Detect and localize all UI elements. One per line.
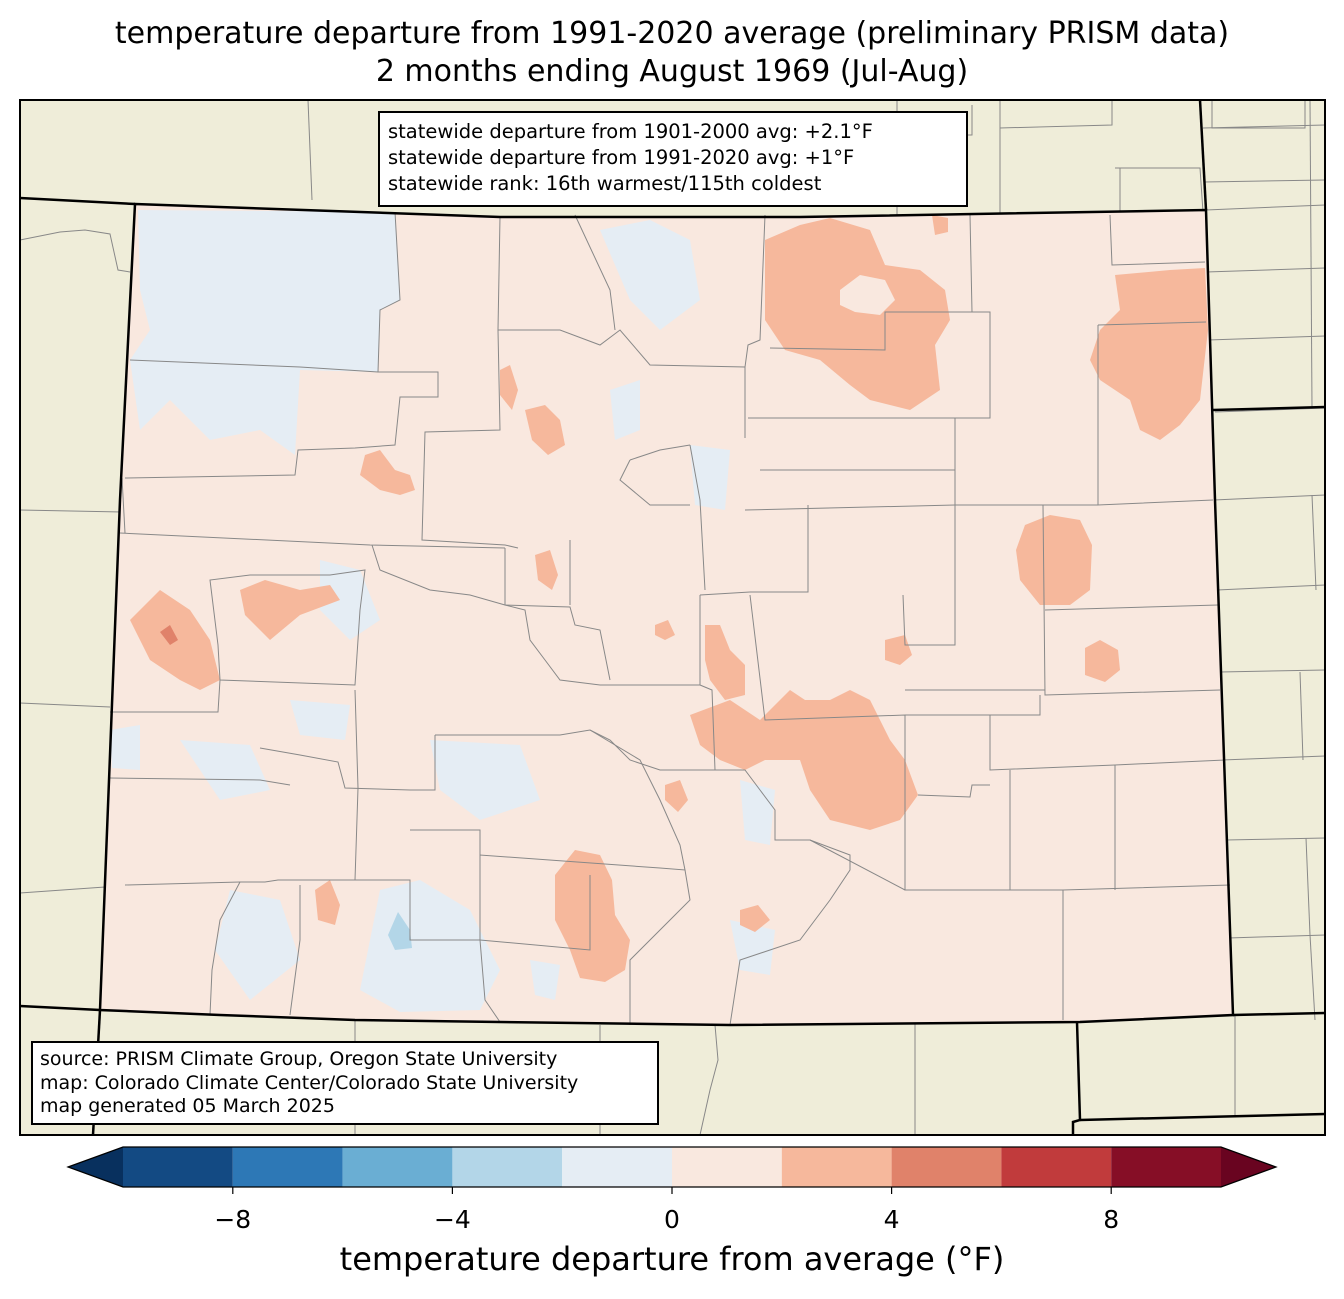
source-line: source: PRISM Climate Group, Oregon Stat… xyxy=(40,1048,558,1070)
map-credit-line: map: Colorado Climate Center/Colorado St… xyxy=(40,1071,579,1094)
colorbar-bin xyxy=(342,1147,453,1187)
stats-rank: statewide rank: 16th warmest/115th colde… xyxy=(388,172,822,195)
colorbar-bin xyxy=(891,1147,1002,1187)
chart-title-line2: 2 months ending August 1969 (Jul-Aug) xyxy=(375,54,969,89)
colorbar-bin xyxy=(232,1147,343,1187)
colorado-county-lines xyxy=(109,211,1231,1026)
generated-date-line: map generated 05 March 2025 xyxy=(40,1095,335,1117)
colorbar-label: temperature departure from average (°F) xyxy=(339,1240,1005,1278)
colorbar-bin xyxy=(452,1147,563,1187)
colorbar-extend-high xyxy=(1221,1147,1276,1187)
colorbar-outline xyxy=(66,1146,1278,1188)
colorbar-tick-label: 8 xyxy=(1103,1205,1120,1234)
colorbar-tick-label: −8 xyxy=(214,1205,252,1234)
colorbar-bin xyxy=(123,1147,233,1187)
colorbar-extend-low xyxy=(68,1147,123,1187)
colorbar-bin xyxy=(781,1147,892,1187)
colorbar-bin xyxy=(1111,1147,1221,1187)
map-frame xyxy=(19,99,1326,1136)
statewide-stats-box: statewide departure from 1901-2000 avg: … xyxy=(378,111,968,207)
hot-spot xyxy=(160,625,178,645)
colorbar-bin xyxy=(672,1147,782,1187)
colorbar-tick-label: 0 xyxy=(664,1205,680,1234)
colorbar xyxy=(66,1146,1278,1194)
colder-spot xyxy=(388,912,412,950)
colorbar-bin xyxy=(562,1147,672,1187)
chart-title-line1: temperature departure from 1991-2020 ave… xyxy=(114,16,1230,51)
source-box: source: PRISM Climate Group, Oregon Stat… xyxy=(31,1041,659,1125)
warm-blob-hole xyxy=(840,275,895,315)
colorbar-bin xyxy=(1001,1147,1112,1187)
stats-departure-1901-2000: statewide departure from 1901-2000 avg: … xyxy=(388,120,873,143)
colorbar-tick-label: 4 xyxy=(883,1205,900,1234)
stats-departure-1991-2020: statewide departure from 1991-2020 avg: … xyxy=(388,146,855,169)
colorado-fill xyxy=(100,204,1233,1025)
below-average-areas xyxy=(110,210,775,1012)
colorbar-tick-label: −4 xyxy=(433,1205,471,1234)
